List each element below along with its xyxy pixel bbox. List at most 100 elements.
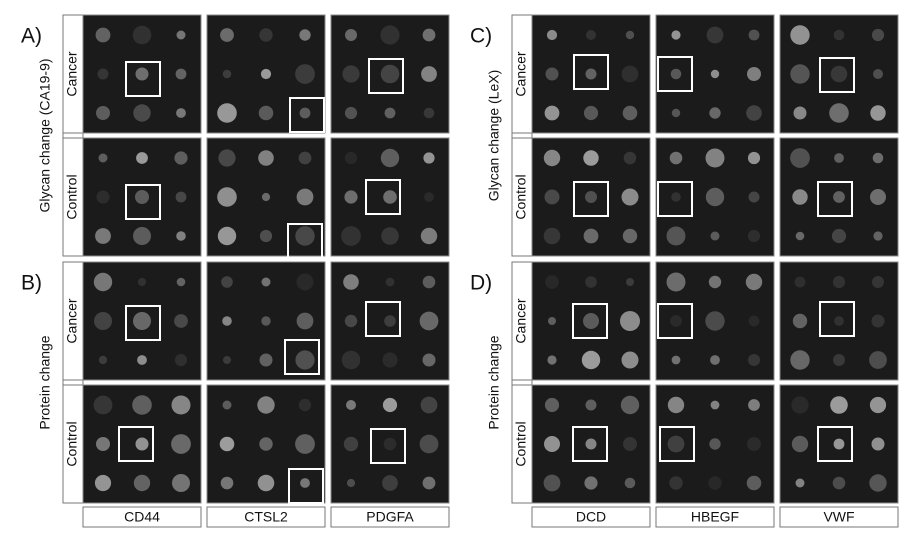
- spot: [543, 227, 561, 245]
- spot: [790, 64, 810, 84]
- row-label: Control: [64, 421, 80, 466]
- spot: [98, 355, 108, 365]
- spot: [422, 275, 436, 289]
- spot: [621, 351, 639, 369]
- spot: [344, 190, 358, 204]
- highlight-box: [659, 426, 695, 462]
- column-label: DCD: [576, 509, 606, 525]
- spot: [342, 65, 360, 83]
- side-label: Protein change: [37, 335, 53, 429]
- spot: [670, 68, 682, 80]
- spot: [176, 30, 186, 40]
- spot: [295, 434, 315, 454]
- side-label: Glycan change (LeX): [486, 70, 502, 202]
- spot: [296, 273, 314, 291]
- highlight-box: [125, 184, 161, 220]
- spot: [346, 400, 356, 410]
- spot: [258, 105, 274, 121]
- highlight-box: [125, 305, 161, 341]
- spot: [710, 231, 720, 241]
- spot: [709, 438, 721, 450]
- spot: [220, 476, 234, 490]
- spot: [830, 396, 848, 414]
- highlight-box: [287, 223, 323, 259]
- spot: [620, 395, 640, 415]
- highlight-box: [657, 56, 693, 92]
- spot: [261, 277, 271, 287]
- spot: [585, 191, 597, 203]
- spot: [585, 276, 597, 288]
- spot: [174, 353, 188, 367]
- spot: [790, 350, 810, 370]
- spot: [93, 272, 113, 292]
- row-label: Control: [513, 421, 529, 466]
- spot: [709, 107, 721, 119]
- spot: [873, 231, 883, 241]
- highlight-box: [817, 426, 853, 462]
- spot: [790, 25, 810, 45]
- spot: [222, 400, 232, 410]
- spot: [136, 152, 148, 164]
- spot: [546, 29, 558, 41]
- spot: [621, 188, 639, 206]
- spot: [793, 106, 807, 120]
- spot: [671, 192, 681, 202]
- spot: [623, 437, 637, 451]
- spot: [871, 437, 885, 451]
- spot: [299, 107, 311, 119]
- spot: [870, 105, 886, 121]
- spot: [259, 229, 273, 243]
- spot: [622, 228, 638, 244]
- spot: [794, 276, 806, 288]
- spot: [219, 436, 235, 452]
- spot: [422, 28, 436, 42]
- spot: [171, 434, 191, 454]
- spot: [172, 474, 190, 492]
- spot: [96, 437, 110, 451]
- spot: [385, 277, 395, 287]
- spot: [872, 276, 884, 288]
- spot: [870, 189, 886, 205]
- spot: [748, 315, 760, 327]
- spot: [133, 312, 151, 330]
- spot: [94, 474, 112, 492]
- spot: [137, 355, 147, 365]
- highlight-box: [819, 301, 855, 337]
- spot: [710, 355, 720, 365]
- spot: [176, 231, 186, 241]
- spot: [544, 436, 560, 452]
- spot: [581, 350, 601, 370]
- spot: [671, 108, 681, 118]
- spot: [344, 151, 358, 165]
- spot: [176, 277, 186, 287]
- spot: [382, 397, 398, 413]
- panel-letter: B): [21, 272, 42, 295]
- spot: [94, 312, 112, 330]
- spot: [832, 275, 846, 289]
- spot: [873, 69, 883, 79]
- row-label: Cancer: [513, 298, 529, 343]
- spot: [586, 30, 596, 40]
- spot: [869, 351, 887, 369]
- spot: [419, 434, 439, 454]
- spot: [710, 69, 720, 79]
- spot: [295, 350, 315, 370]
- spot: [622, 105, 638, 121]
- highlight-box: [572, 426, 608, 462]
- spot: [747, 229, 761, 243]
- spot: [380, 148, 400, 168]
- spot: [137, 277, 147, 287]
- highlight-box: [284, 339, 320, 375]
- spot: [422, 353, 436, 367]
- spot: [296, 312, 314, 330]
- spot: [346, 478, 356, 488]
- spot: [705, 187, 725, 207]
- highlight-box: [365, 301, 401, 337]
- row-label: Control: [513, 174, 529, 219]
- spot: [544, 397, 560, 413]
- spot: [259, 28, 273, 42]
- spot: [871, 314, 885, 328]
- spot: [832, 476, 846, 490]
- spot: [259, 437, 273, 451]
